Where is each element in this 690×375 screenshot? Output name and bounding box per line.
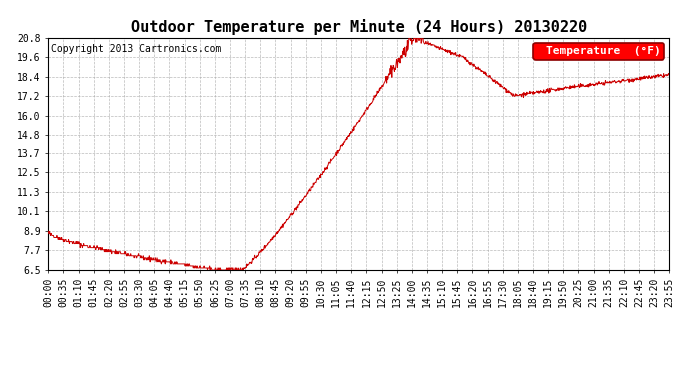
Title: Outdoor Temperature per Minute (24 Hours) 20130220: Outdoor Temperature per Minute (24 Hours… [130, 19, 587, 35]
Legend: Temperature  (°F): Temperature (°F) [533, 43, 664, 60]
Text: Copyright 2013 Cartronics.com: Copyright 2013 Cartronics.com [51, 45, 221, 54]
